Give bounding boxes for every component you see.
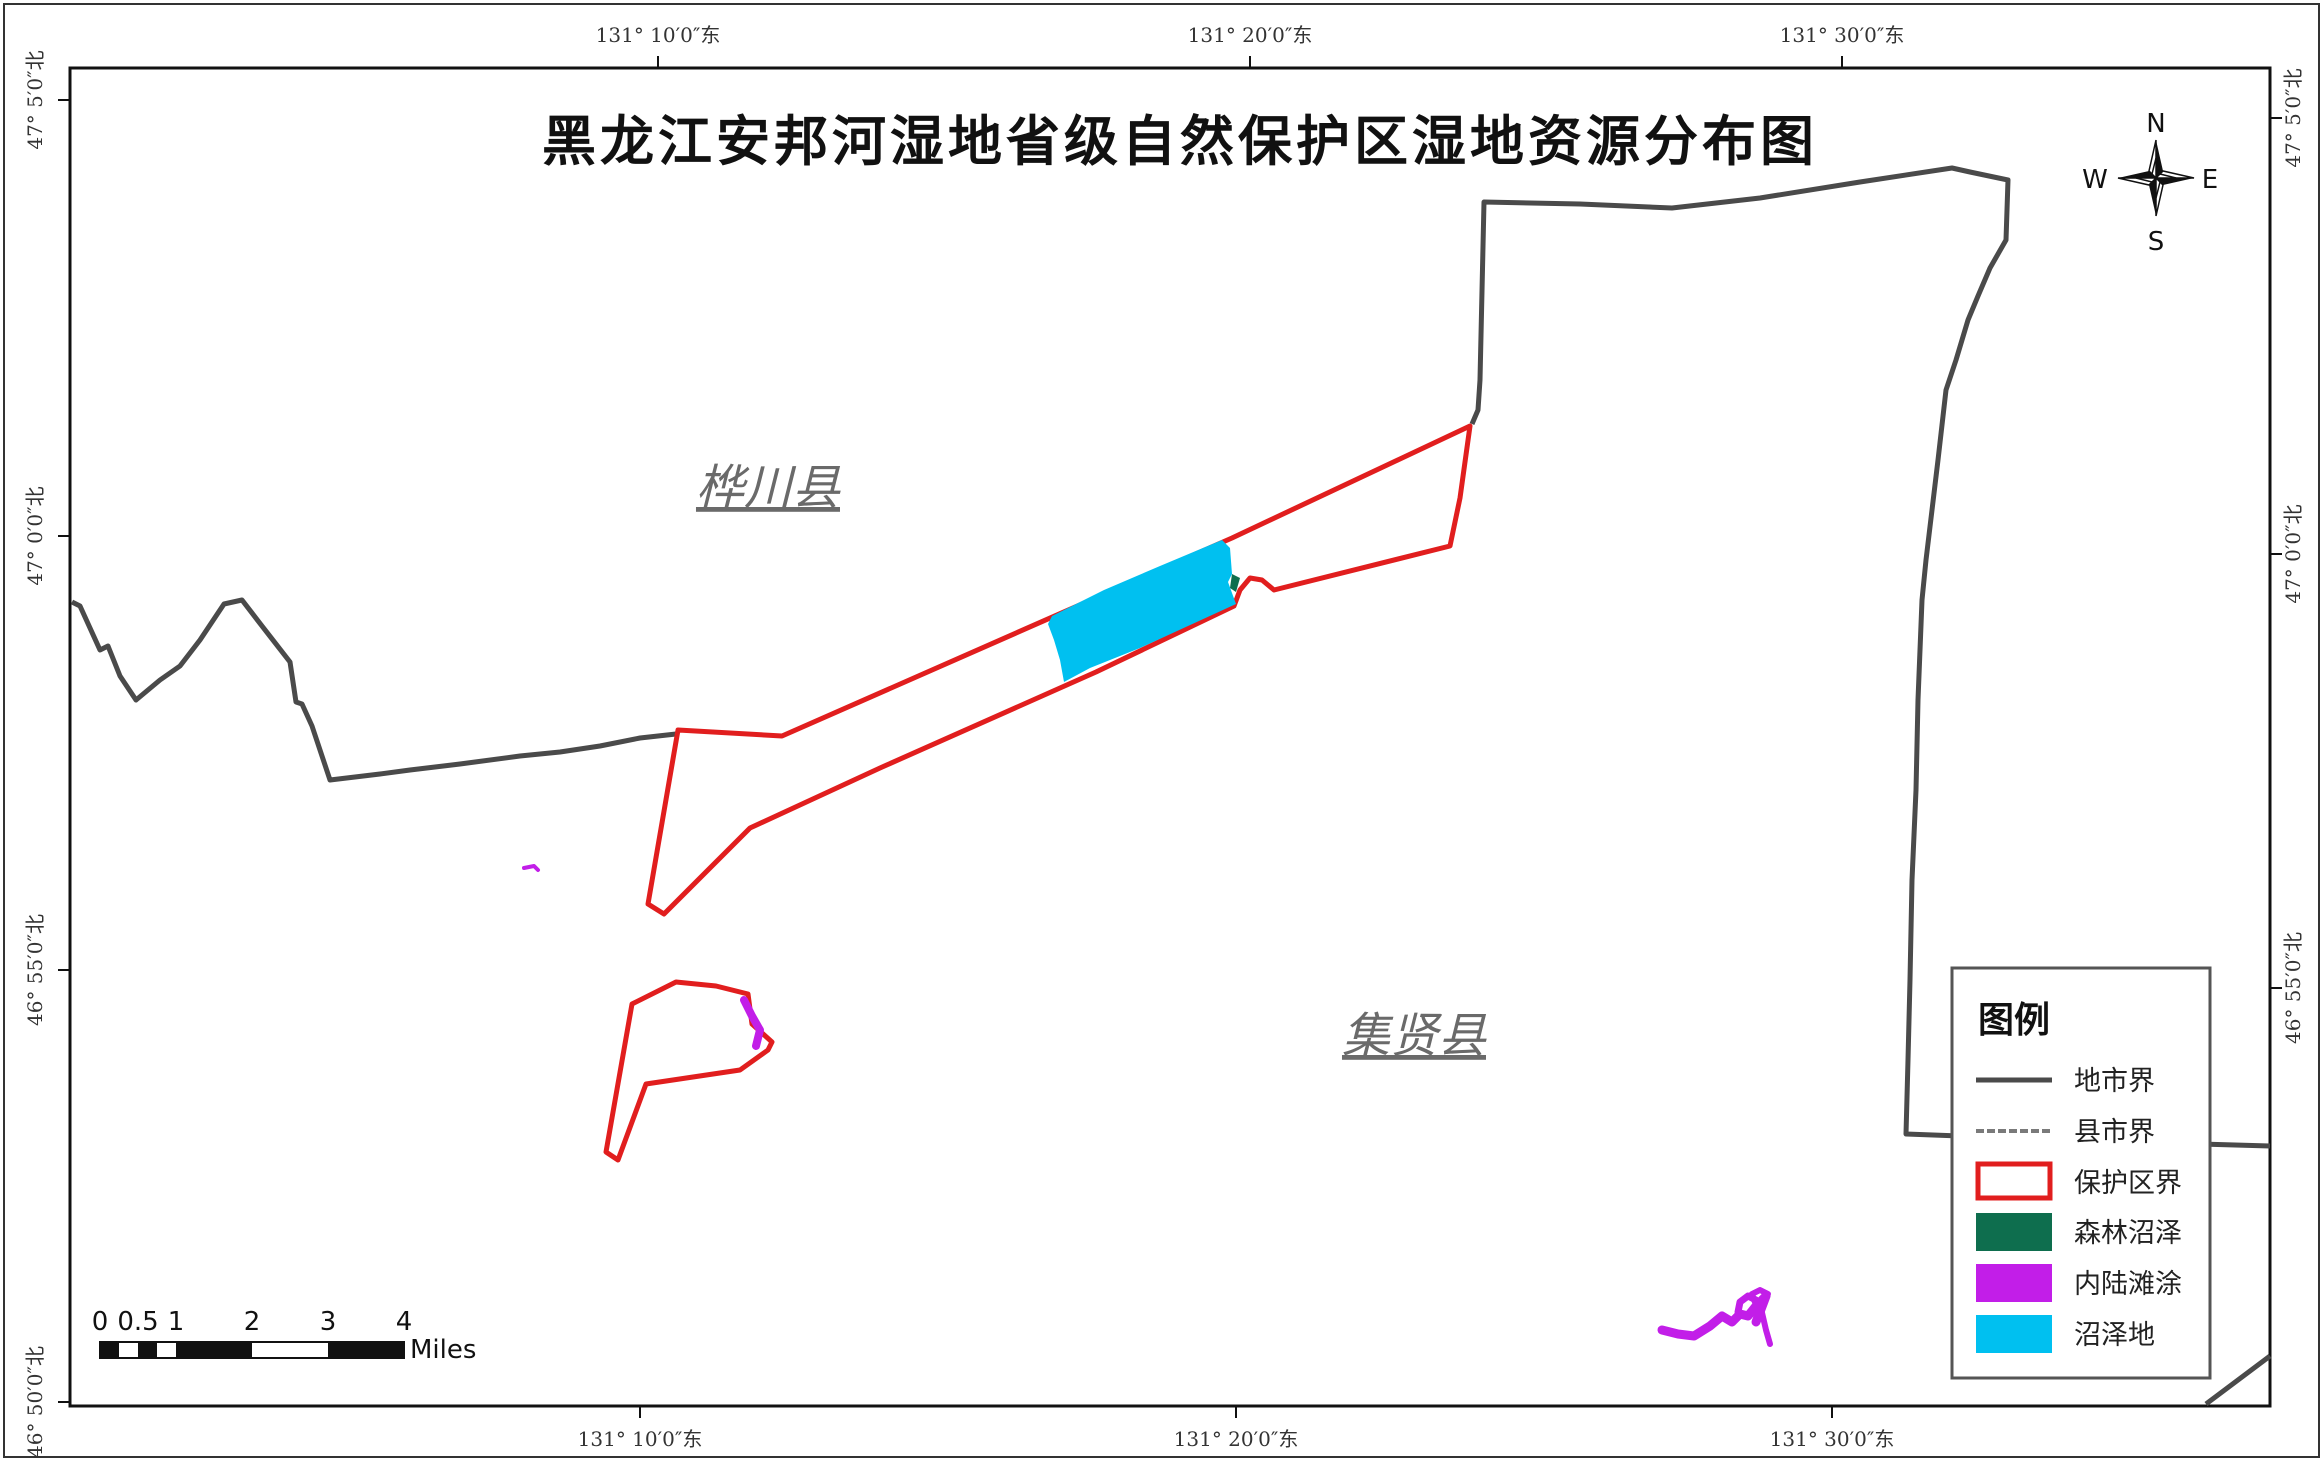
- map-frame: [68, 66, 2272, 1408]
- left-latitude-label: 47° 5′0″北: [23, 50, 47, 149]
- graticule-ticks: [58, 56, 2282, 1418]
- reserve-boundary-south: [603, 979, 775, 1163]
- forest-swamp-area: [1230, 574, 1240, 592]
- city-boundary-corner: [2204, 1354, 2272, 1406]
- left-latitude-label: 46° 55′0″北: [23, 914, 47, 1026]
- legend-label: 县市界: [2074, 1117, 2155, 1148]
- map-title: 黑龙江安邦河湿地省级自然保护区湿地资源分布图: [542, 109, 1818, 173]
- legend-label: 地市界: [2074, 1066, 2155, 1097]
- legend-swatch-reserve-boundary: [1975, 1161, 2053, 1201]
- legend-label: 森林沼泽: [2074, 1218, 2182, 1249]
- left-latitude-label: 46° 50′0″北: [23, 1346, 47, 1458]
- bottom-longitude-label: 131° 30′0″东: [1770, 1427, 1895, 1451]
- top-longitude-label: 131° 20′0″东: [1188, 23, 1313, 47]
- scale-unit-label: Miles: [410, 1335, 476, 1365]
- legend-label: 沼泽地: [2074, 1320, 2155, 1351]
- scale-tick-label: 4: [396, 1307, 413, 1337]
- legend-swatch-inland-tidal-flat: [1976, 1264, 2052, 1302]
- legend-swatch-marshland: [1976, 1315, 2052, 1353]
- legend-label: 内陆滩涂: [2074, 1269, 2182, 1300]
- right-latitude-label: 47° 5′0″北: [2281, 68, 2305, 167]
- scale-tick-label: 3: [320, 1307, 337, 1337]
- county-label-jixian: 集贤县: [1342, 1008, 1487, 1064]
- outer-frame: [3, 3, 2320, 1458]
- south-label: S: [2148, 227, 2165, 257]
- east-label: E: [2202, 165, 2218, 195]
- reserve-boundary-main: [645, 423, 1473, 917]
- scale-tick-label: 0.5: [117, 1307, 158, 1337]
- north-arrow-icon: [2117, 139, 2195, 217]
- city-boundary-west: [70, 597, 677, 783]
- inland-tidal-flat-areas: [522, 864, 1773, 1347]
- scale-tick-label: 1: [168, 1307, 185, 1337]
- scale-tick-label: 2: [244, 1307, 261, 1337]
- right-latitude-label: 47° 0′0″北: [2281, 504, 2305, 603]
- left-latitude-label: 47° 0′0″北: [23, 486, 47, 585]
- right-latitude-label: 46° 55′0″北: [2281, 932, 2305, 1044]
- north-label: N: [2146, 109, 2165, 139]
- legend-swatch-forest-swamp: [1976, 1213, 2052, 1251]
- top-longitude-label: 131° 30′0″东: [1780, 23, 1905, 47]
- scale-tick-label: 0: [92, 1307, 109, 1337]
- legend: 图例 地市界 县市界 保护区界 森林沼泽 内陆滩涂 沼泽地: [1950, 966, 2212, 1380]
- top-longitude-label: 131° 10′0″东: [596, 23, 721, 47]
- city-boundary-east: [1469, 165, 2271, 1149]
- bottom-longitude-label: 131° 20′0″东: [1174, 1427, 1299, 1451]
- legend-title: 图例: [1978, 1000, 2050, 1041]
- marshland-area: [1048, 540, 1236, 682]
- west-label: W: [2082, 165, 2108, 195]
- scale-bar: 0 0.5 1 2 3 4 Miles: [92, 1307, 477, 1365]
- bottom-longitude-label: 131° 10′0″东: [578, 1427, 703, 1451]
- county-label-huachuan: 桦川县: [696, 460, 841, 516]
- legend-label: 保护区界: [2074, 1168, 2182, 1199]
